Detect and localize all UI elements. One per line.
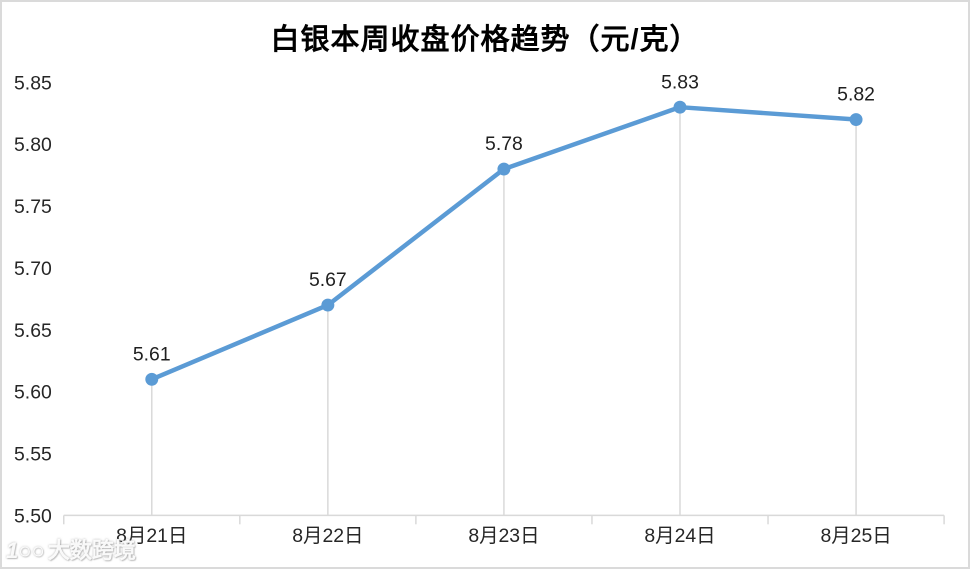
y-axis-tick-label: 5.70 — [14, 258, 52, 280]
y-axis-tick-label: 5.80 — [14, 134, 52, 156]
watermark: 1○○ 大数跨境 — [6, 533, 136, 565]
x-axis-label: 8月25日 — [820, 525, 891, 547]
x-axis-label: 8月22日 — [292, 525, 363, 547]
chart-title: 白银本周收盘价格趋势（元/克） — [270, 24, 700, 56]
y-axis-tick-label: 5.50 — [14, 505, 52, 527]
data-label: 5.78 — [485, 133, 523, 155]
data-label: 5.67 — [309, 269, 347, 291]
y-axis-tick-label: 5.85 — [14, 72, 52, 94]
x-axis-label: 8月24日 — [644, 525, 715, 547]
x-axis-label: 8月21日 — [116, 525, 187, 547]
y-axis-tick-label: 5.75 — [14, 196, 52, 218]
data-label: 5.61 — [133, 343, 171, 365]
y-axis-tick-label: 5.60 — [14, 382, 52, 404]
y-axis-tick-label: 5.65 — [14, 320, 52, 342]
x-axis-label: 8月23日 — [468, 525, 539, 547]
data-point-marker — [321, 298, 335, 312]
data-point-marker — [145, 372, 159, 386]
y-axis-tick-label: 5.55 — [14, 443, 52, 465]
data-point-marker — [497, 162, 511, 176]
data-label: 5.83 — [661, 71, 699, 93]
watermark-logo-icon: 1○○ — [6, 538, 45, 563]
watermark-text: 大数跨境 — [47, 538, 136, 563]
data-point-marker — [849, 113, 863, 126]
data-point-marker — [673, 100, 687, 114]
data-label: 5.82 — [837, 84, 875, 106]
